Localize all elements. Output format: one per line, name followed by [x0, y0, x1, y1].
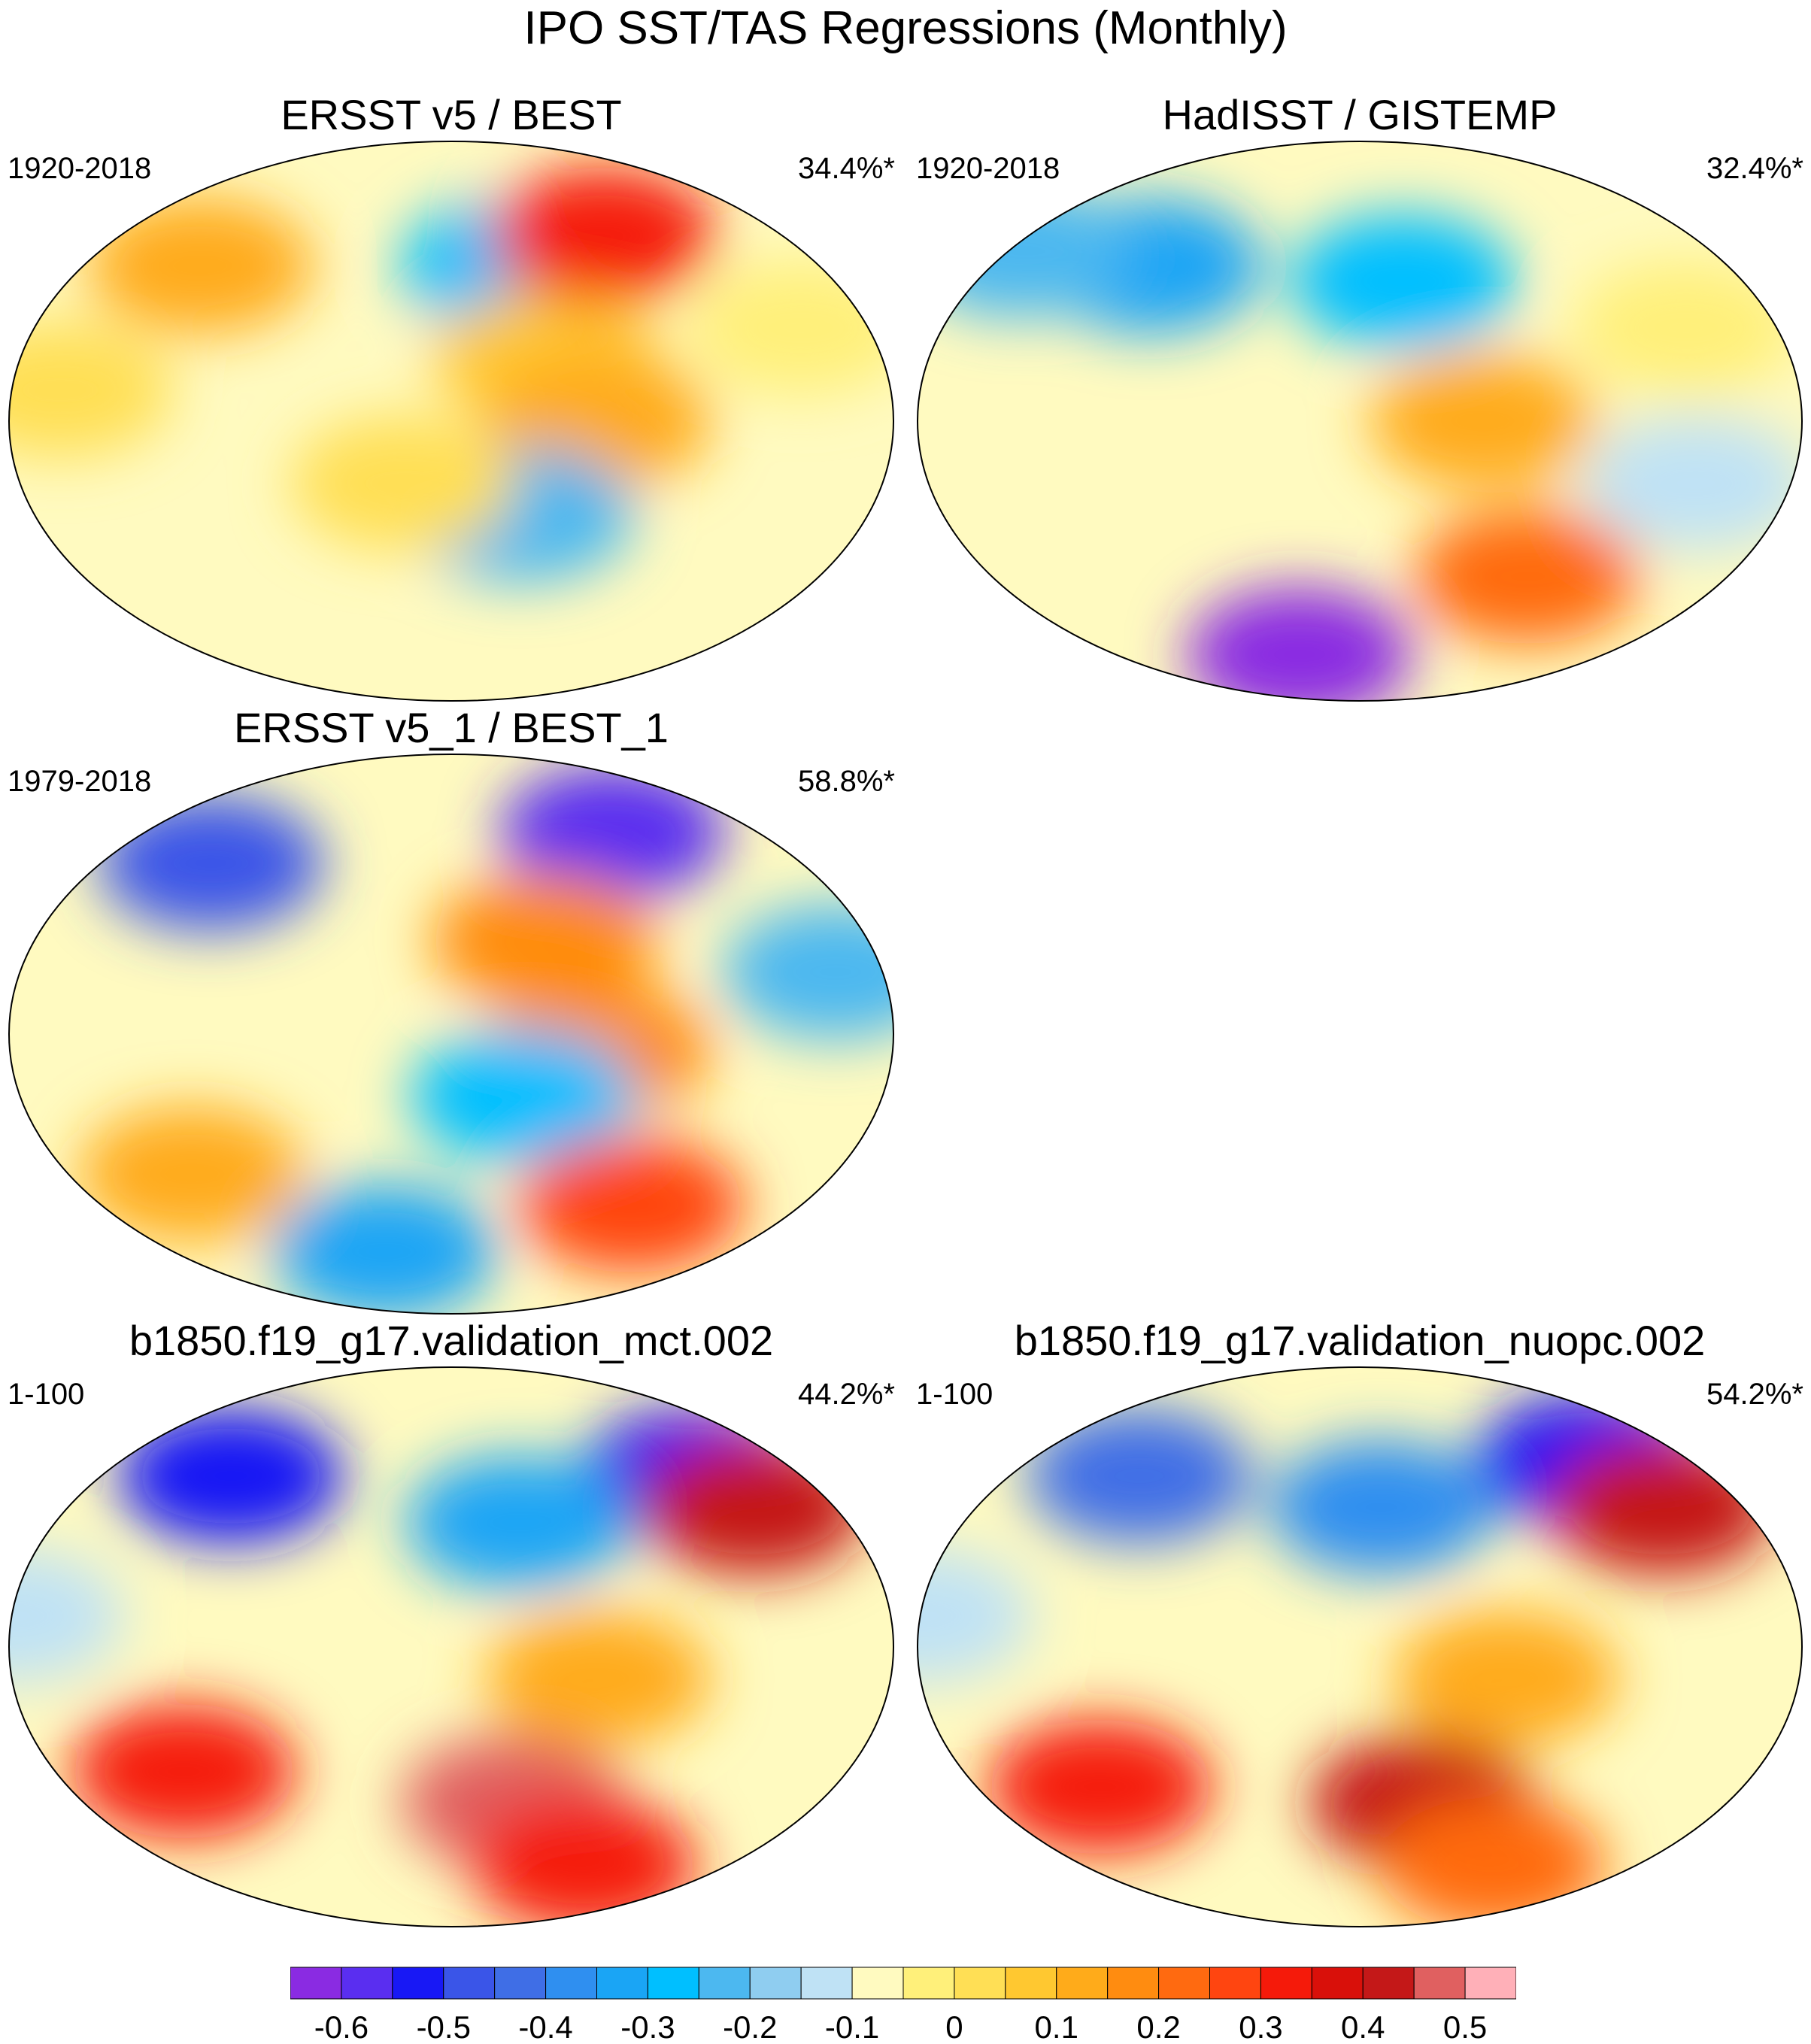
anomaly-region	[71, 1703, 297, 1839]
colorbar-swatch	[443, 1967, 496, 2000]
colorbar-tick-label: 0.3	[1239, 2009, 1282, 2044]
panel-period: 1920-2018	[916, 152, 1060, 185]
anomaly-region	[1027, 1408, 1253, 1544]
anomaly-region	[1583, 415, 1802, 551]
anomaly-region	[271, 1184, 498, 1314]
colorbar-swatch	[1158, 1967, 1211, 2000]
anomaly-region	[1414, 508, 1640, 644]
anomaly-region	[987, 1719, 1213, 1854]
colorbar-swatch	[290, 1967, 342, 2000]
colorbar-swatch	[647, 1967, 699, 2000]
map-border	[8, 1366, 894, 1927]
anomaly-region	[431, 873, 657, 1008]
panel-title: ERSST v5_1 / BEST_1	[234, 704, 669, 751]
map-border	[917, 141, 1803, 702]
anomaly-region	[410, 1028, 636, 1164]
panel-period: 1-100	[8, 1378, 85, 1411]
anomaly-region	[118, 1408, 344, 1544]
anomaly-region	[1379, 1797, 1606, 1927]
anomaly-region	[78, 1106, 305, 1242]
anomaly-region	[490, 167, 717, 302]
colorbar-swatch	[800, 1967, 853, 2000]
panel-percent: 54.2%*	[1706, 1378, 1803, 1411]
panel-title: b1850.f19_g17.validation_mct.002	[129, 1317, 774, 1364]
colorbar-swatch	[851, 1967, 904, 2000]
panel-title: HadISST / GISTEMP	[1162, 91, 1558, 138]
colorbar-swatch	[902, 1967, 955, 2000]
colorbar-tick-label: 0.2	[1136, 2009, 1180, 2044]
colorbar-swatch	[954, 1967, 1006, 2000]
panel-title: ERSST v5 / BEST	[281, 91, 622, 138]
colorbar-swatch	[1209, 1967, 1261, 2000]
anomaly-region	[1393, 1610, 1619, 1746]
colorbar-tick-label: -0.6	[314, 2009, 369, 2044]
map-panel: b1850.f19_g17.validation_mct.002 1-100 4…	[0, 1316, 902, 1933]
anomaly-region	[499, 764, 726, 900]
colorbar-swatch	[494, 1967, 547, 2000]
colorbar-swatch	[1413, 1967, 1466, 2000]
colorbar-tick-label: 0.4	[1341, 2009, 1385, 2044]
colorbar-swatch	[545, 1967, 598, 2000]
colorbar-tick-label: 0.5	[1443, 2009, 1487, 2044]
colorbar-swatch	[1311, 1967, 1364, 2000]
panel-percent: 44.2%*	[798, 1378, 895, 1411]
panel-period: 1-100	[916, 1378, 993, 1411]
map-canvas	[8, 754, 894, 1315]
colorbar-swatch	[596, 1967, 648, 2000]
map-canvas	[8, 1366, 894, 1927]
map-border	[917, 1366, 1803, 1927]
anomaly-region	[484, 1610, 711, 1746]
map-panel: ERSST v5 / BEST 1920-2018 34.4%*	[0, 90, 902, 707]
map-canvas	[917, 141, 1803, 702]
anomaly-region	[87, 198, 314, 334]
panel-period: 1920-2018	[8, 152, 152, 185]
colorbar-swatch	[1260, 1967, 1312, 2000]
colorbar-swatch	[341, 1967, 393, 2000]
map-canvas	[8, 141, 894, 702]
colorbar-tick-label: 0.1	[1035, 2009, 1078, 2044]
colorbar-tick-label: -0.5	[417, 2009, 471, 2044]
panel-percent: 32.4%*	[1706, 152, 1803, 185]
map-panel: b1850.f19_g17.validation_nuopc.002 1-100…	[909, 1316, 1811, 1933]
anomaly-region	[1186, 587, 1412, 701]
colorbar-tick-label: -0.3	[620, 2009, 675, 2044]
colorbar-swatch	[1056, 1967, 1109, 2000]
anomaly-region	[98, 795, 324, 931]
anomaly-region	[1370, 353, 1596, 489]
anomaly-region	[1549, 1439, 1776, 1575]
map-border	[8, 754, 894, 1315]
colorbar-swatch	[749, 1967, 802, 2000]
colorbar-tick-label: -0.4	[518, 2009, 572, 2044]
map-panel: ERSST v5_1 / BEST_1 1979-2018 58.8%*	[0, 703, 902, 1320]
anomaly-region	[641, 1439, 867, 1575]
anomaly-region	[1268, 1439, 1494, 1575]
anomaly-region	[9, 322, 174, 458]
map-panel: HadISST / GISTEMP 1920-2018 32.4%*	[909, 90, 1811, 707]
anomaly-region	[290, 415, 517, 551]
anomaly-region	[918, 182, 1133, 318]
colorbar-swatch	[1107, 1967, 1160, 2000]
map-canvas	[917, 1366, 1803, 1927]
panel-period: 1979-2018	[8, 765, 152, 798]
colorbar-swatch	[1005, 1967, 1057, 2000]
anomaly-region	[1573, 260, 1799, 396]
colorbar-swatch	[392, 1967, 444, 2000]
anomaly-region	[405, 1454, 631, 1591]
colorbar-swatch	[698, 1967, 751, 2000]
colorbar-tick-label: -0.1	[825, 2009, 879, 2044]
panel-percent: 58.8%*	[798, 765, 895, 798]
colorbar-tick-label: -0.2	[723, 2009, 777, 2044]
anomaly-region	[1290, 214, 1516, 349]
anomaly-region	[471, 1797, 697, 1927]
colorbar: -0.6 -0.5 -0.4 -0.3 -0.2 -0.1 0 0.1 0.2 0.3 0.4 0.5…	[290, 1967, 1516, 2044]
colorbar-tick-label: 0	[945, 2009, 963, 2044]
panel-title: b1850.f19_g17.validation_nuopc.002	[1014, 1317, 1706, 1364]
colorbar-swatch	[1464, 1967, 1516, 2000]
figure-title: IPO SST/TAS Regressions (Monthly)	[523, 2, 1288, 54]
colorbar-swatch	[1362, 1967, 1415, 2000]
panel-percent: 34.4%*	[798, 152, 895, 185]
anomaly-region	[518, 1137, 745, 1273]
map-border	[8, 141, 894, 702]
